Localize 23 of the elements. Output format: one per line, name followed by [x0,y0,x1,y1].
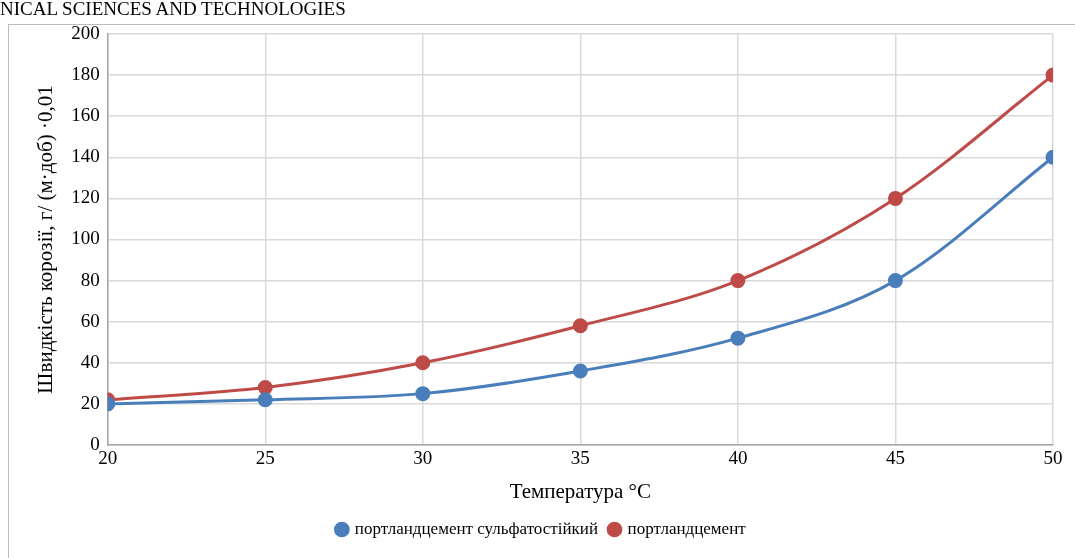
y-axis-title: Швидкість корозії, г/ (м·доб) ·0,01 [33,85,58,394]
y-tick-label: 60 [80,309,100,331]
y-tick-label: 100 [71,227,100,249]
x-tick-label: 35 [570,447,590,469]
x-tick-label: 20 [98,447,118,469]
x-axis-title: Температура °C [509,478,652,503]
y-tick-label: 40 [80,350,100,372]
y-tick-label: 0 [90,432,100,454]
y-tick-label: 160 [71,104,100,126]
text: NICAL SCIENCES AND TECHNOLOGIES [0,0,346,20]
legend-label: портландцемент [627,518,747,538]
x-tick-label: 45 [885,447,905,469]
x-tick-label: 40 [728,447,748,469]
y-tick-label: 120 [71,186,100,208]
y-tick-label: 180 [71,63,100,85]
x-tick-label: 50 [1043,447,1063,469]
y-tick-label: 80 [80,268,100,290]
x-tick-label: 25 [255,447,275,469]
legend-label: портландцемент сульфатостійкий [354,518,599,538]
y-tick-label: 140 [71,145,100,167]
y-tick-label: 200 [71,21,100,43]
x-tick-label: 30 [413,447,433,469]
y-tick-label: 20 [80,391,100,413]
